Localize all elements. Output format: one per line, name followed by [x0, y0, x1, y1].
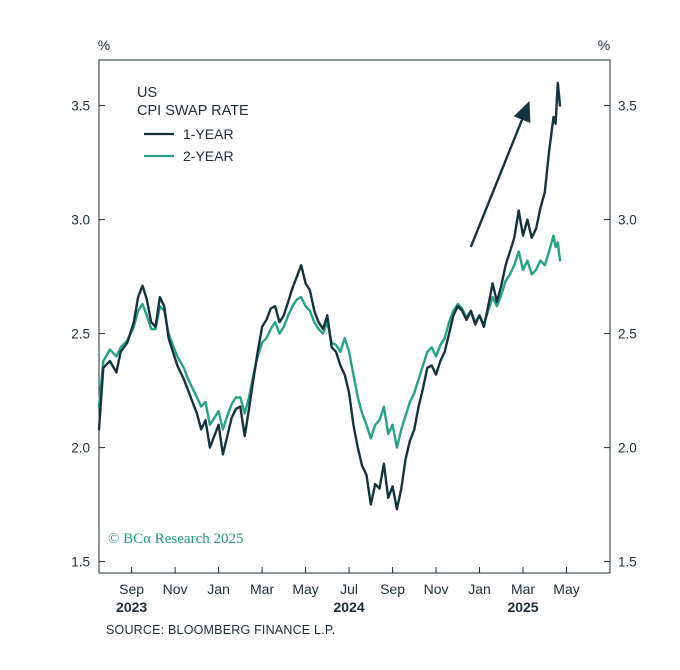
- legend-title-line-2: CPI SWAP RATE: [137, 103, 249, 119]
- y-tick-label-left: 2.0: [71, 441, 90, 456]
- x-tick-label: May: [553, 581, 579, 597]
- y-tick-label-left: 3.0: [71, 213, 90, 228]
- source-note: SOURCE: BLOOMBERG FINANCE L.P.: [106, 623, 336, 637]
- x-year-label: 2025: [507, 599, 538, 615]
- x-axis: Sep 2023 Nov Jan Mar May Jul 2024 Sep Nov Jan Mar 20…: [116, 567, 580, 615]
- x-tick-label: Sep: [119, 581, 144, 597]
- line-chart: % % 1.5 2.0 2.5 3.0 3.5 1.5 2.0 2.5 3.0 3.5 Sep 2…: [71, 37, 637, 615]
- series-line-1-year: [97, 81, 562, 511]
- x-tick-label: Nov: [424, 581, 449, 597]
- x-tick-label: May: [292, 581, 318, 597]
- y-tick-label-right: 3.5: [618, 99, 637, 114]
- watermark: © BCα Research 2025: [108, 531, 243, 547]
- legend: US CPI SWAP RATE 1-YEAR 2-YEAR: [137, 85, 249, 164]
- x-year-label: 2024: [333, 599, 364, 615]
- legend-label-1-year: 1-YEAR: [183, 126, 234, 142]
- y-axis-right: 1.5 2.0 2.5 3.0 3.5: [604, 99, 637, 570]
- legend-label-2-year: 2-YEAR: [183, 148, 234, 164]
- x-tick-label: Mar: [250, 581, 274, 597]
- y-tick-label-right: 3.0: [618, 213, 637, 228]
- x-tick-label: Jul: [340, 581, 358, 597]
- y-tick-label-left: 1.5: [71, 555, 90, 570]
- legend-title-line-1: US: [137, 85, 157, 101]
- series-line-2-year: [97, 234, 562, 449]
- y-tick-label-right: 2.5: [618, 327, 637, 342]
- arrow-shaft: [469, 119, 524, 248]
- x-tick-label: Sep: [380, 581, 405, 597]
- y-unit-right: %: [598, 37, 610, 53]
- x-tick-label: Jan: [468, 581, 491, 597]
- y-tick-label-left: 3.5: [71, 99, 90, 114]
- series-lines: [97, 81, 562, 511]
- x-tick-label: Mar: [511, 581, 535, 597]
- y-tick-label-right: 1.5: [618, 555, 637, 570]
- trend-arrow: [469, 101, 531, 248]
- plot-frame: [98, 59, 611, 574]
- x-year-label: 2023: [116, 599, 147, 615]
- x-tick-label: Jan: [207, 581, 230, 597]
- y-tick-label-left: 2.5: [71, 327, 90, 342]
- y-axis-left: 1.5 2.0 2.5 3.0 3.5: [71, 99, 105, 570]
- y-unit-left: %: [98, 37, 110, 53]
- y-tick-label-right: 2.0: [618, 441, 637, 456]
- x-tick-label: Nov: [163, 581, 188, 597]
- arrow-head: [513, 101, 531, 123]
